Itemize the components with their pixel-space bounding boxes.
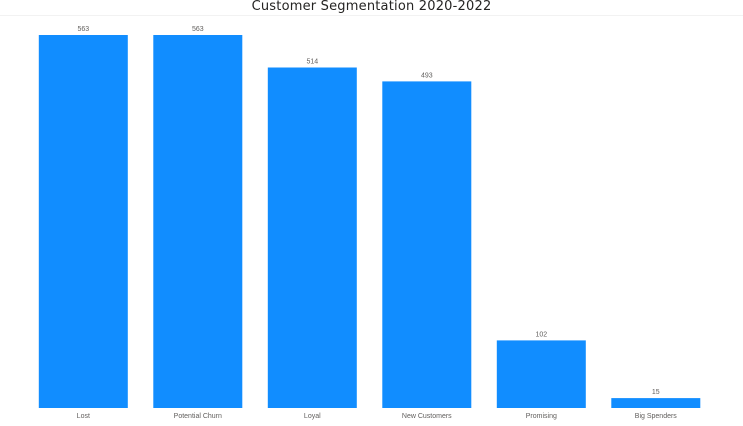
bar-loyal[interactable] bbox=[267, 67, 357, 409]
category-label: Big Spenders bbox=[635, 413, 678, 420]
category-label: New Customers bbox=[402, 413, 452, 420]
category-label: Potential Churn bbox=[174, 413, 222, 420]
bar-potential-churn[interactable] bbox=[153, 35, 243, 408]
title-divider bbox=[0, 15, 743, 16]
category-label: Promising bbox=[526, 413, 557, 420]
chart-title: Customer Segmentation 2020-2022 bbox=[251, 0, 492, 14]
category-label: Lost bbox=[77, 413, 90, 420]
data-label: 563 bbox=[192, 26, 204, 33]
bar-lost[interactable] bbox=[38, 35, 128, 408]
bar-promising[interactable] bbox=[496, 340, 586, 408]
bar-new-customers[interactable] bbox=[382, 81, 472, 409]
data-label: 102 bbox=[535, 331, 547, 338]
bar-big-spenders[interactable] bbox=[611, 398, 701, 408]
data-label: 563 bbox=[77, 26, 89, 33]
data-label: 15 bbox=[652, 389, 660, 396]
data-label: 493 bbox=[421, 72, 433, 79]
category-label: Loyal bbox=[304, 413, 321, 420]
data-label: 514 bbox=[306, 59, 318, 66]
